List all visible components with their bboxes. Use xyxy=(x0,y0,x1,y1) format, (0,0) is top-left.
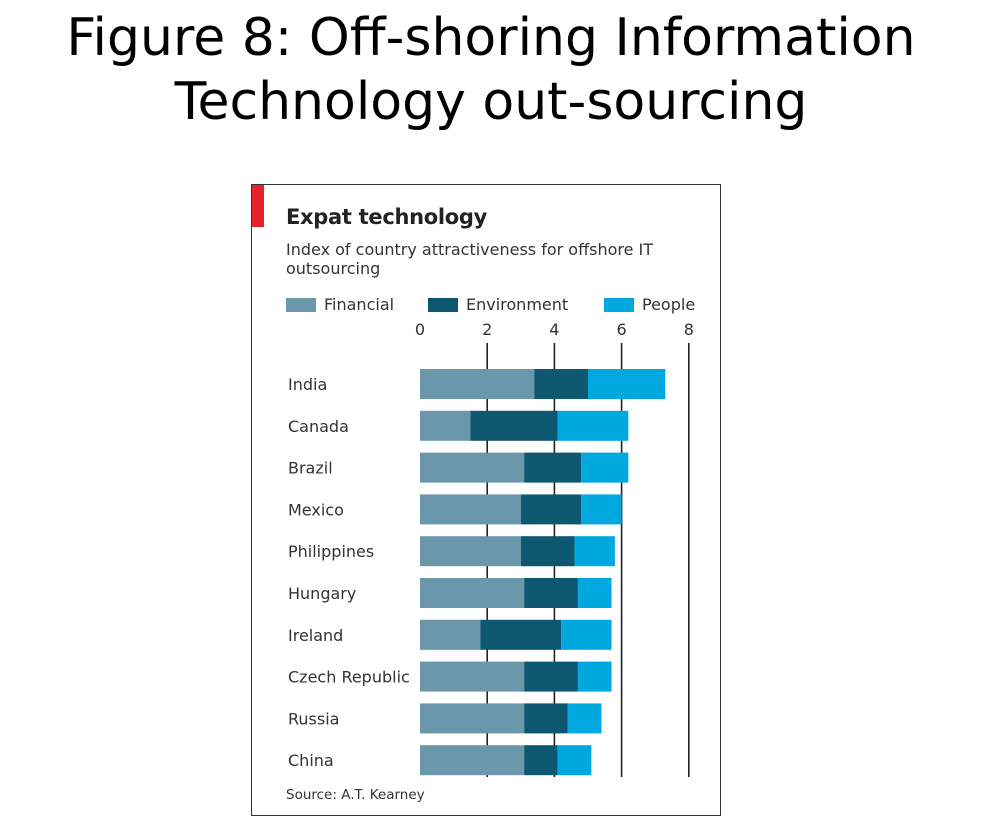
bar-india-people xyxy=(588,369,666,399)
category-label-brazil: Brazil xyxy=(288,459,333,478)
slide-title-line-2: Technology out-sourcing xyxy=(174,72,808,132)
bar-canada-environment xyxy=(470,410,558,441)
bar-hungary-people xyxy=(577,578,612,608)
slide-title: Figure 8: Off-shoring Information Techno… xyxy=(0,6,982,134)
chart-plot: 0 2 4 6 8 India Canada Brazil Mexico Philippines… xyxy=(288,320,694,777)
category-label-india: India xyxy=(288,375,327,394)
bar-philippines-financial xyxy=(420,536,521,567)
legend-item-environment: Environment xyxy=(428,295,568,314)
category-label-russia: Russia xyxy=(288,709,339,728)
legend-label-environment: Environment xyxy=(466,295,569,314)
category-label-ireland: Ireland xyxy=(288,626,343,645)
x-tick-label-4: 4 xyxy=(549,320,559,339)
x-tick-label-2: 2 xyxy=(482,320,492,339)
bar-ireland-people xyxy=(561,619,612,650)
category-label-hungary: Hungary xyxy=(288,584,356,603)
bar-philippines-people xyxy=(574,536,615,567)
bar-mexico-people xyxy=(581,494,622,525)
bar-philippines-environment xyxy=(520,536,575,567)
chart-title: Expat technology xyxy=(286,205,488,229)
chart-figure: Expat technology Index of country attrac… xyxy=(251,184,721,816)
x-tick-label-0: 0 xyxy=(415,320,425,339)
category-label-china: China xyxy=(288,751,334,770)
category-label-canada: Canada xyxy=(288,417,349,436)
bar-india-financial xyxy=(420,369,535,399)
bar-india-environment xyxy=(534,369,588,399)
bar-hungary-environment xyxy=(524,578,578,608)
bar-russia-financial xyxy=(420,703,525,734)
bars xyxy=(420,369,666,776)
bar-mexico-environment xyxy=(520,494,582,525)
legend-swatch-environment xyxy=(428,297,458,312)
bar-brazil-financial xyxy=(420,452,525,483)
chart-legend: Financial Environment People xyxy=(286,295,716,319)
category-label-philippines: Philippines xyxy=(288,542,374,561)
bar-mexico-financial xyxy=(420,494,521,525)
slide-title-line-1: Figure 8: Off-shoring Information xyxy=(66,8,916,68)
bar-hungary-financial xyxy=(420,578,525,608)
category-labels: India Canada Brazil Mexico Philippines Hungar… xyxy=(288,375,410,770)
bar-russia-environment xyxy=(524,703,568,734)
chart-subtitle: Index of country attractiveness for offs… xyxy=(286,240,654,278)
x-tick-labels: 0 2 4 6 8 xyxy=(415,320,694,339)
bar-canada-financial xyxy=(420,410,471,441)
legend-label-financial: Financial xyxy=(324,295,395,314)
bar-canada-people xyxy=(557,410,629,441)
bar-czech-republic-people xyxy=(577,661,612,692)
legend-swatch-financial xyxy=(286,297,316,312)
category-label-czech-republic: Czech Republic xyxy=(288,668,410,687)
bar-ireland-financial xyxy=(420,619,481,650)
bar-brazil-people xyxy=(581,452,629,483)
legend-item-financial: Financial xyxy=(286,295,394,314)
accent-tab xyxy=(252,185,264,227)
bar-czech-republic-financial xyxy=(420,661,525,692)
bar-brazil-environment xyxy=(524,452,582,483)
legend-label-people: People xyxy=(642,295,696,314)
x-tick-label-6: 6 xyxy=(617,320,627,339)
chart-source: Source: A.T. Kearney xyxy=(286,787,425,803)
bar-china-environment xyxy=(524,745,558,776)
bar-russia-people xyxy=(567,703,602,734)
bar-czech-republic-environment xyxy=(524,661,578,692)
bar-ireland-environment xyxy=(480,619,562,650)
category-label-mexico: Mexico xyxy=(288,500,344,519)
bar-china-financial xyxy=(420,745,525,776)
bar-china-people xyxy=(557,745,592,776)
legend-swatch-people xyxy=(604,297,634,312)
x-tick-label-8: 8 xyxy=(684,320,694,339)
legend-item-people: People xyxy=(604,295,695,314)
